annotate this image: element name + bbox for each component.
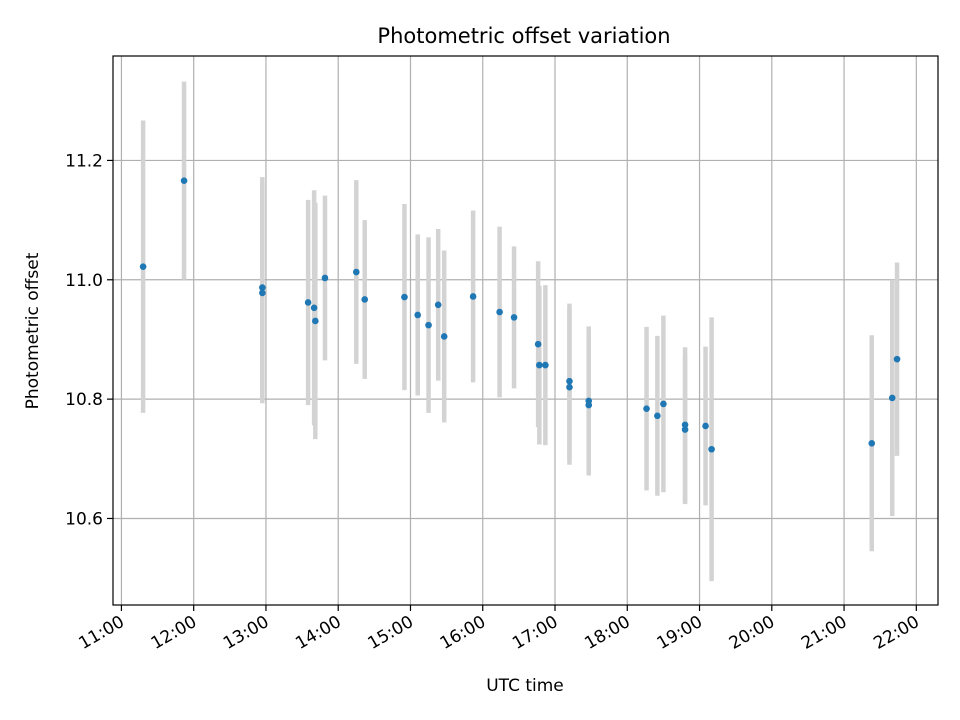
plot-frame xyxy=(112,55,939,606)
y-axis-label: Photometric offset xyxy=(23,252,43,409)
data-point xyxy=(536,361,543,369)
y-tick-label: 10.8 xyxy=(65,390,103,410)
data-point xyxy=(259,289,266,297)
data-point xyxy=(681,421,689,429)
x-tick-label: 20:00 xyxy=(726,612,778,654)
data-point xyxy=(352,268,360,276)
x-tick-label: 15:00 xyxy=(365,612,417,654)
x-tick-label: 21:00 xyxy=(798,612,850,654)
data-point xyxy=(425,321,432,329)
data-point xyxy=(414,311,422,319)
x-tick-label: 11:00 xyxy=(75,612,127,654)
data-point xyxy=(534,340,542,348)
x-tick-label: 22:00 xyxy=(870,612,922,654)
x-tick-label: 16:00 xyxy=(437,612,489,654)
data-point xyxy=(310,304,318,312)
data-point xyxy=(361,296,369,303)
data-point xyxy=(496,308,503,316)
data-point xyxy=(259,284,266,291)
y-axis-ticks: 10.6 10.8 11.0 11.2 xyxy=(65,151,113,529)
grid-lines xyxy=(113,56,938,605)
chart-title: Photometric offset variation xyxy=(377,24,670,48)
data-point xyxy=(542,361,549,369)
y-tick-label: 11.2 xyxy=(65,151,103,171)
data-point xyxy=(440,333,448,340)
data-point xyxy=(304,299,312,306)
data-point xyxy=(180,177,188,185)
error-bars xyxy=(140,81,900,582)
data-point xyxy=(868,439,876,447)
data-point xyxy=(510,314,518,321)
data-point xyxy=(585,401,593,409)
x-tick-label: 18:00 xyxy=(581,612,633,654)
data-points xyxy=(139,177,901,453)
data-point xyxy=(893,355,901,363)
data-point xyxy=(312,317,319,325)
y-tick-label: 10.6 xyxy=(65,509,103,529)
data-point xyxy=(708,445,715,453)
y-tick-label: 11.0 xyxy=(65,271,103,291)
data-point xyxy=(654,412,661,420)
data-point xyxy=(888,394,896,402)
data-point xyxy=(139,263,147,270)
data-point xyxy=(566,383,573,391)
x-axis-label: UTC time xyxy=(486,676,564,696)
data-point xyxy=(702,422,709,430)
x-axis-ticks: 11:00 12:00 13:00 14:00 15:00 16:00 17:00 18:00… xyxy=(75,605,923,654)
data-point xyxy=(566,377,573,385)
data-point xyxy=(681,426,689,433)
x-tick-label: 19:00 xyxy=(654,612,706,654)
x-tick-label: 13:00 xyxy=(220,612,272,654)
x-tick-label: 14:00 xyxy=(292,612,344,654)
x-tick-label: 12:00 xyxy=(148,612,200,654)
data-point xyxy=(401,293,408,301)
data-point xyxy=(660,400,667,408)
data-point xyxy=(434,301,442,309)
x-tick-label: 17:00 xyxy=(509,612,561,654)
data-point xyxy=(469,293,477,300)
data-point xyxy=(321,274,329,282)
data-point xyxy=(643,405,650,412)
